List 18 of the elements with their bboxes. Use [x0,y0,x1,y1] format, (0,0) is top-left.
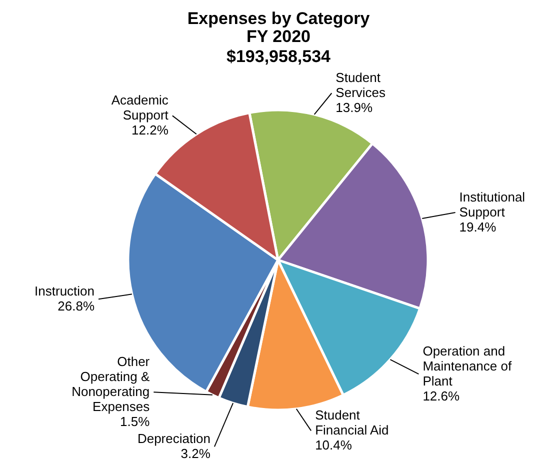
data-label: 13.9% [336,100,373,116]
data-label: 10.4% [315,438,352,453]
data-label: 3.2% [180,446,211,462]
slice-label: Operation and Maintenance of Plant [422,344,512,389]
data-label: 1.5% [120,414,150,430]
slice-label: Instruction [34,284,95,299]
slice-label: Academic Support [111,92,169,123]
data-label: 26.8% [58,298,95,314]
slice-label: Other Operating & Nonoperating Expenses [72,354,150,414]
slice-label: Student Financial Aid [315,408,389,438]
chart-title: Expenses by Category [187,9,370,28]
data-label: 12.2% [132,122,169,138]
data-label: 12.6% [422,388,460,404]
slice-label: Depreciation [137,431,210,446]
slice-label: Institutional Support [459,189,526,220]
chart-subtitle: FY 2020 $193,958,534 [226,27,332,66]
slice-label: Student Services [336,70,386,100]
data-label: 19.4% [459,219,497,234]
